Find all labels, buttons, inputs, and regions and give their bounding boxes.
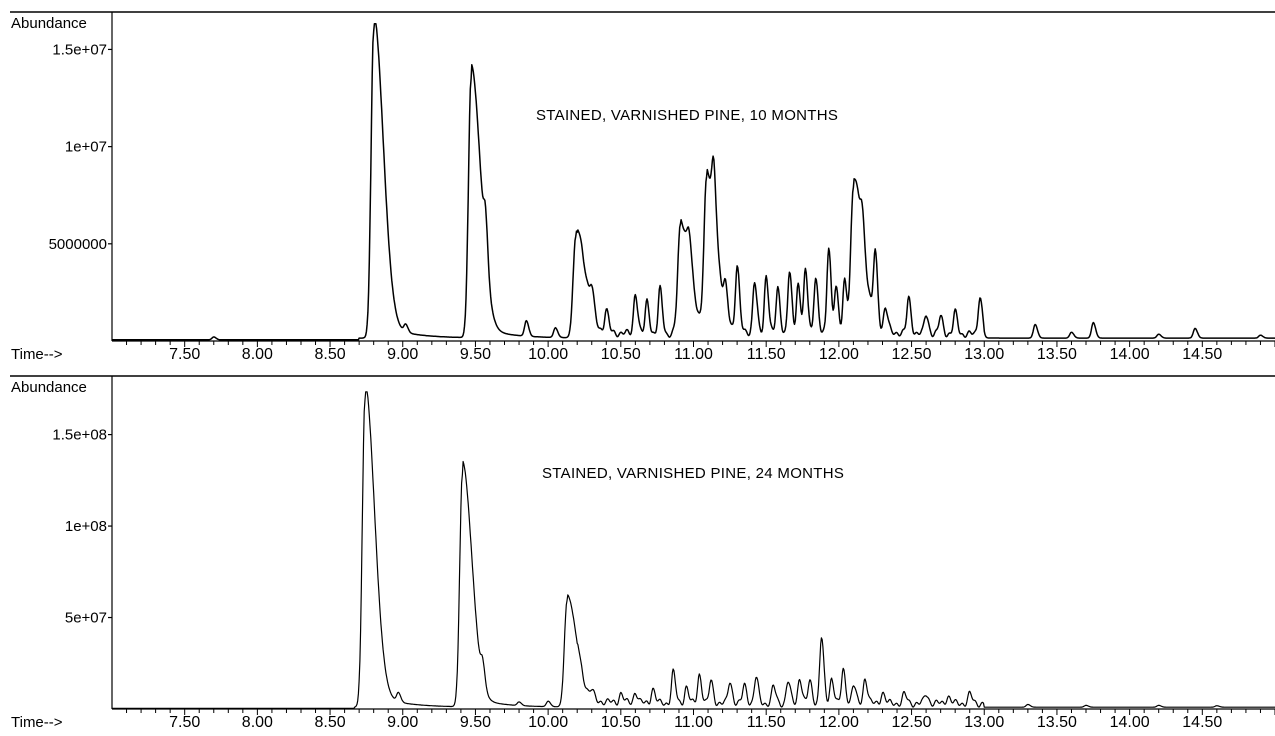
chart-title: STAINED, VARNISHED PINE, 10 MONTHS [536, 107, 838, 124]
x-tick-label: 13.00 [964, 346, 1004, 363]
chromatogram-24-months: Abundance 5e+07 1e+08 1.5e+08 7.50 8.00 8.50 9.… [0, 368, 1275, 736]
x-tick-label: 8.00 [242, 346, 273, 363]
x-tick-label: 10.00 [528, 346, 568, 363]
x-tick-label: 10.00 [528, 714, 568, 731]
x-tick-label: 11.00 [674, 346, 713, 363]
x-axis-label: Time--> [11, 346, 63, 363]
x-tick-label: 9.00 [387, 714, 418, 731]
y-tick-label: 5000000 [49, 236, 107, 253]
x-tick-label: 14.50 [1182, 346, 1222, 363]
x-tick-label: 14.00 [1110, 714, 1150, 731]
x-axis-label: Time--> [11, 714, 63, 731]
x-tick-label: 12.50 [892, 714, 932, 731]
chromatogram-10-months-plot: Abundance 5000000 1e+07 1.5e+07 7.50 8.00 8.50… [10, 11, 1275, 363]
x-tick-label: 9.50 [460, 714, 491, 731]
x-tick-label: 14.00 [1110, 346, 1150, 363]
y-tick-label: 1e+07 [65, 139, 107, 156]
x-tick-label: 8.50 [314, 346, 345, 363]
x-tick-label: 7.50 [169, 714, 200, 731]
x-tick-label: 11.50 [747, 714, 786, 731]
x-tick-label: 14.50 [1182, 714, 1222, 731]
x-tick-label: 12.50 [892, 346, 932, 363]
x-tick-label: 11.00 [674, 714, 713, 731]
x-tick-label: 12.00 [819, 346, 859, 363]
chart-title: STAINED, VARNISHED PINE, 24 MONTHS [542, 465, 844, 482]
x-tick-label: 13.50 [1037, 346, 1077, 363]
y-axis-label: Abundance [11, 15, 87, 32]
chromatogram-trace [112, 391, 1275, 709]
x-tick-label: 13.00 [964, 714, 1004, 731]
x-tick-label: 8.50 [314, 714, 345, 731]
x-tick-label: 8.00 [242, 714, 273, 731]
y-axis-label: Abundance [11, 379, 87, 396]
x-tick-label: 10.50 [601, 346, 641, 363]
chromatogram-24-months-plot: Abundance 5e+07 1e+08 1.5e+08 7.50 8.00 8.50 9.… [10, 375, 1275, 731]
chromatogram-trace [111, 23, 1275, 341]
x-tick-label: 11.50 [747, 346, 786, 363]
x-tick-label: 7.50 [169, 346, 200, 363]
chromatogram-10-months: Abundance 5000000 1e+07 1.5e+07 7.50 8.00 8.50… [10, 11, 1275, 363]
x-tick-label: 10.50 [601, 714, 641, 731]
x-tick-label: 12.00 [819, 714, 859, 731]
y-tick-label: 1.5e+08 [52, 427, 107, 444]
x-tick-label: 9.00 [387, 346, 418, 363]
x-tick-label: 9.50 [460, 346, 491, 363]
y-tick-label: 5e+07 [65, 610, 107, 627]
y-tick-label: 1.5e+07 [52, 41, 107, 58]
y-tick-label: 1e+08 [65, 518, 107, 535]
x-tick-label: 13.50 [1037, 714, 1077, 731]
